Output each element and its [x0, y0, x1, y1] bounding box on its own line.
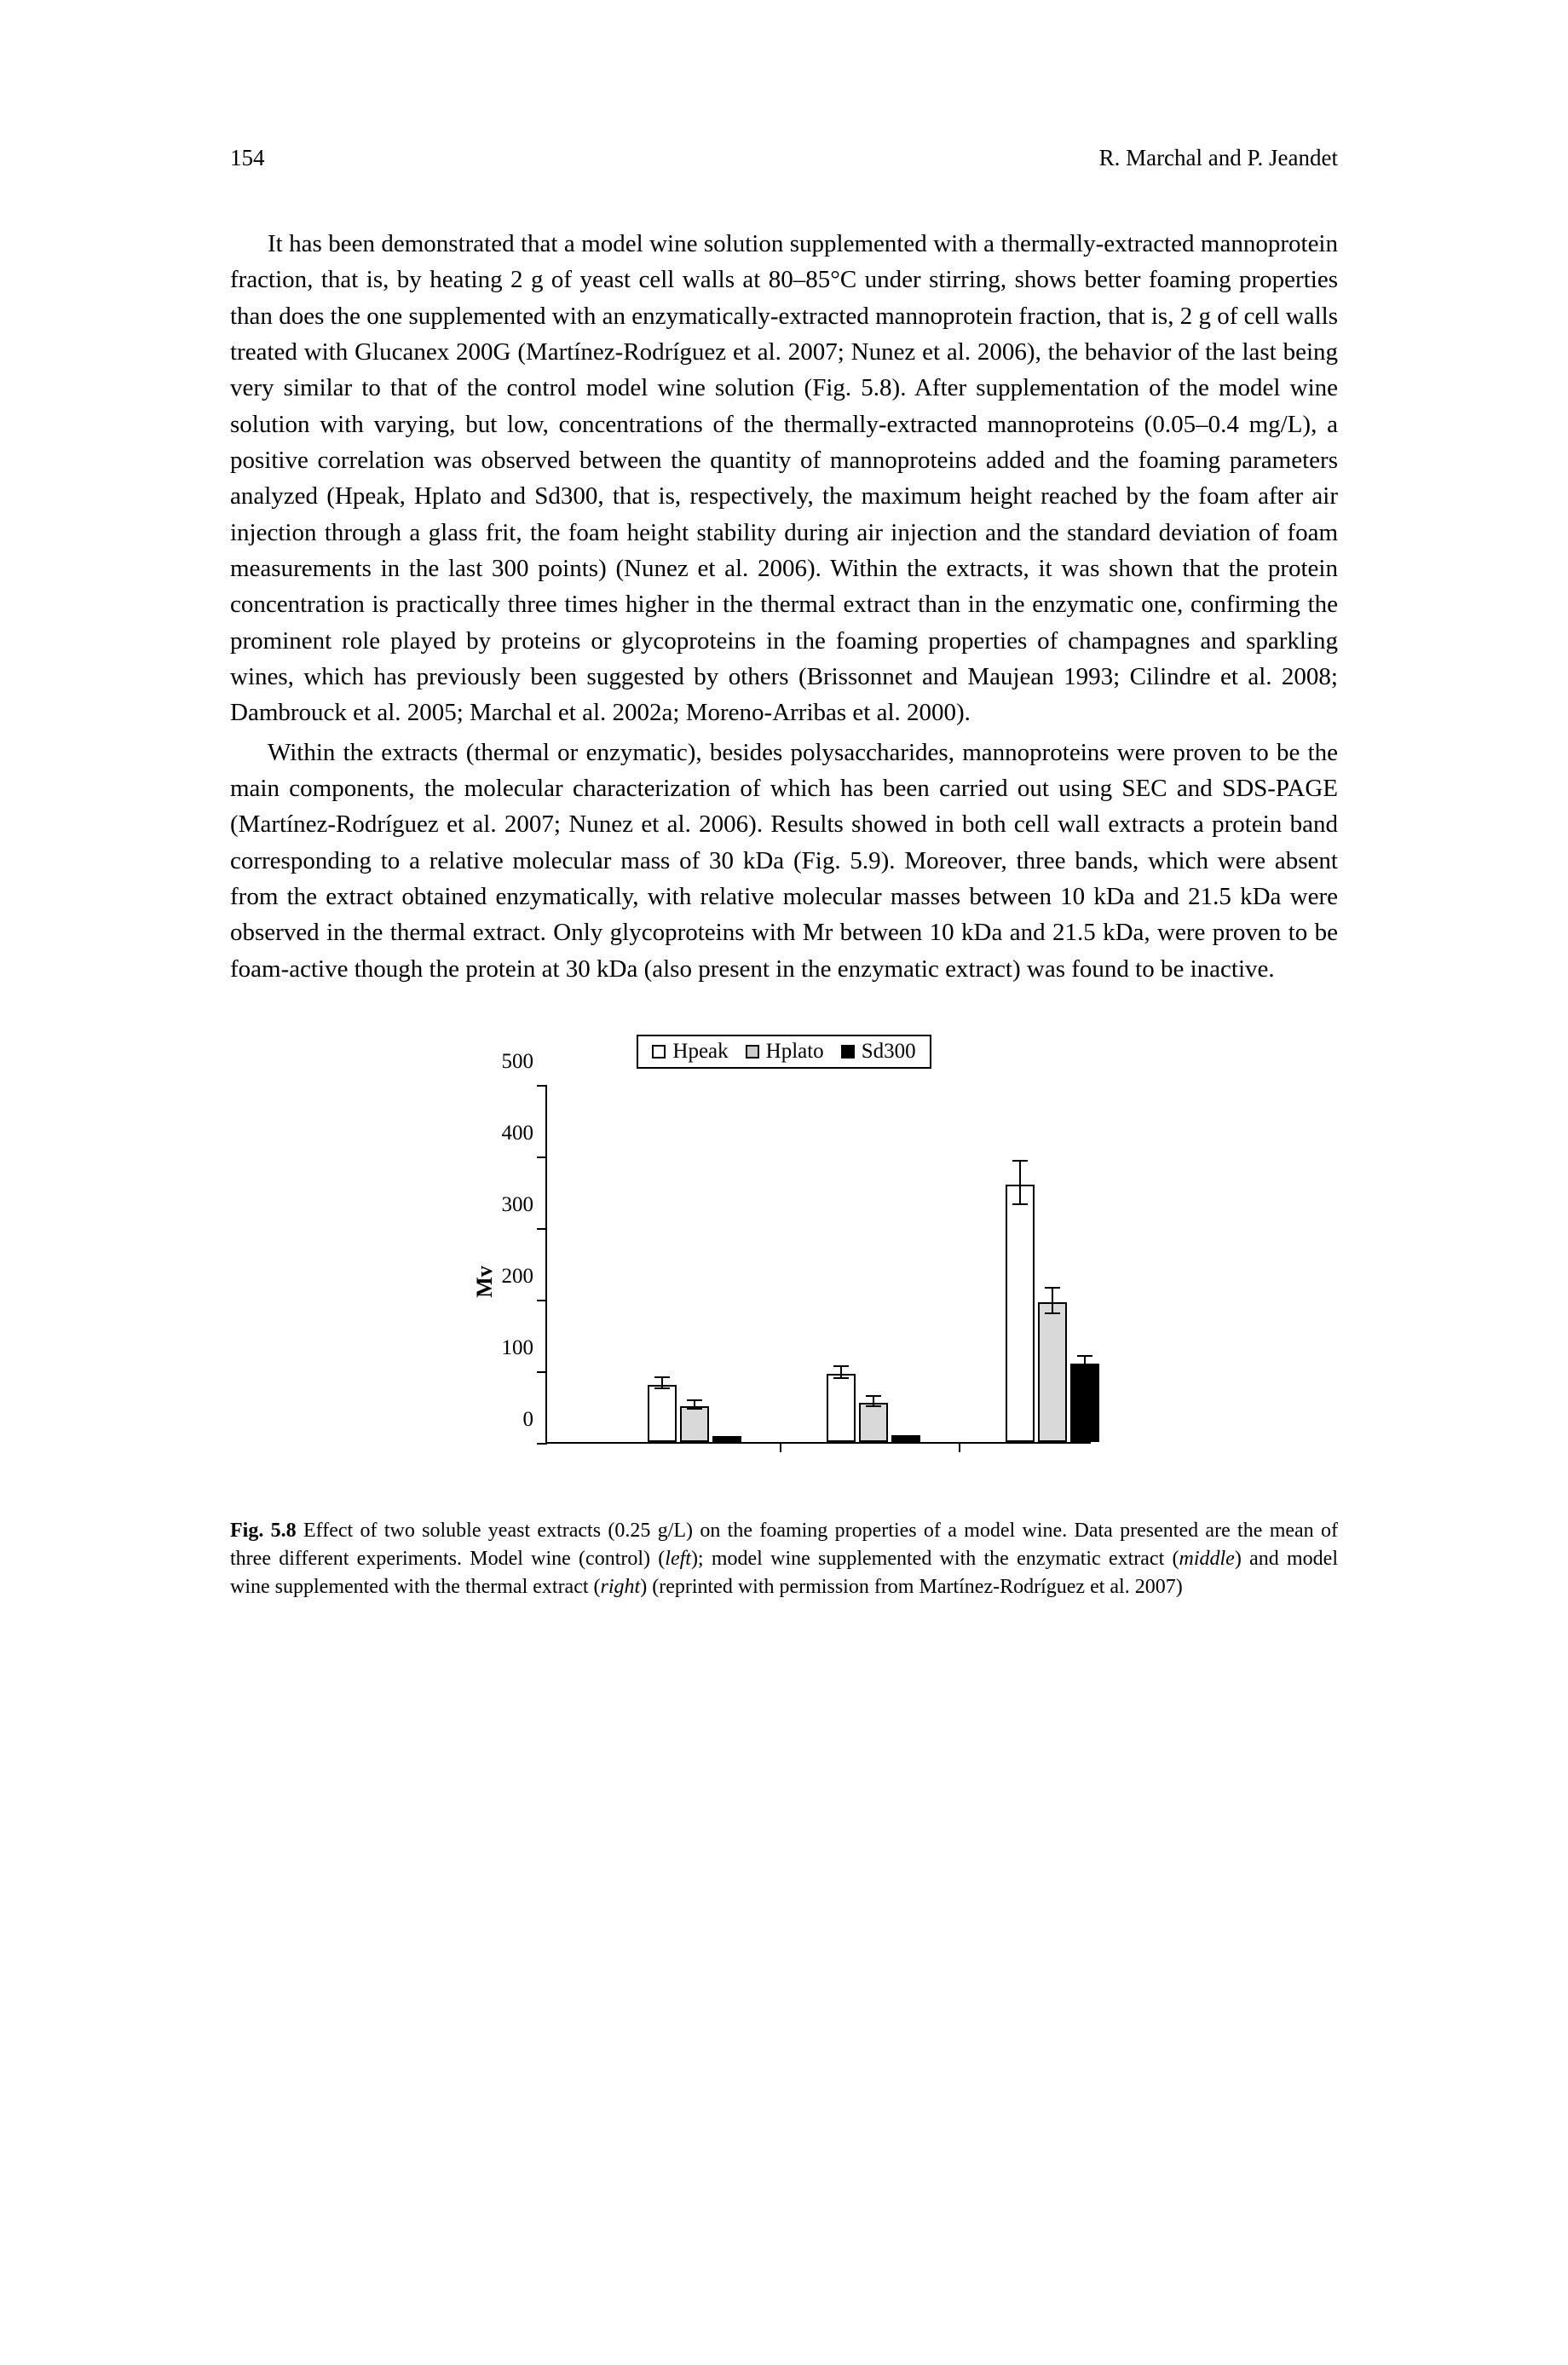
bar-group-control: [648, 1385, 741, 1442]
bar-enzymatic-hpeak: [827, 1374, 856, 1442]
caption-text-b: ); model wine supplemented with the enzy…: [691, 1548, 1179, 1570]
bar-control-hplato: [680, 1406, 709, 1442]
caption-left: left: [665, 1548, 691, 1570]
error-cap-bottom: [866, 1405, 881, 1407]
y-tick-label: 0: [477, 1408, 533, 1432]
marker-gray-icon: [746, 1045, 759, 1058]
error-cap-top: [833, 1365, 849, 1367]
error-cap-bottom: [1077, 1366, 1092, 1368]
bar-control-hpeak: [648, 1385, 677, 1442]
caption-right: right: [601, 1576, 641, 1598]
x-axis-line: [545, 1442, 1091, 1444]
legend-item-sd300: Sd300: [841, 1040, 916, 1064]
error-cap-bottom: [1012, 1203, 1028, 1205]
error-cap-bottom: [1045, 1312, 1060, 1314]
y-tick: [537, 1085, 547, 1087]
chart-plot-area: Mv 0100200300400500: [477, 1086, 1091, 1478]
error-cap-top: [1045, 1287, 1060, 1289]
y-tick: [537, 1371, 547, 1373]
figure-caption: Fig. 5.8 Effect of two soluble yeast ext…: [230, 1517, 1338, 1601]
error-bar: [840, 1366, 842, 1377]
bar-enzymatic-hplato: [859, 1403, 888, 1442]
y-tick-label: 500: [477, 1050, 533, 1074]
bar-group-enzymatic: [827, 1374, 920, 1442]
paragraph-2: Within the extracts (thermal or enzymati…: [230, 735, 1338, 987]
y-tick-label: 100: [477, 1336, 533, 1360]
figure-5-8: Hpeak Hplato Sd300 Mv 0100200300400500: [230, 1035, 1338, 1478]
running-header: 154 R. Marchal and P. Jeandet: [230, 145, 1338, 171]
caption-middle: middle: [1179, 1548, 1235, 1570]
error-cap-top: [654, 1376, 670, 1378]
y-tick-label: 200: [477, 1265, 533, 1289]
y-tick-label: 400: [477, 1122, 533, 1145]
error-bar: [1019, 1161, 1021, 1203]
legend-label-hplato: Hplato: [766, 1040, 824, 1064]
error-cap-top: [687, 1399, 702, 1401]
y-tick: [537, 1157, 547, 1158]
legend-label-hpeak: Hpeak: [672, 1040, 728, 1064]
y-tick: [537, 1300, 547, 1301]
legend-item-hplato: Hplato: [746, 1040, 824, 1064]
error-cap-top: [1077, 1355, 1092, 1357]
error-cap-bottom: [833, 1377, 849, 1379]
marker-open-icon: [652, 1045, 666, 1058]
chart-legend: Hpeak Hplato Sd300: [637, 1035, 931, 1069]
error-bar: [1084, 1356, 1086, 1367]
bar-control-sd300: [712, 1436, 741, 1442]
figure-label: Fig. 5.8: [230, 1520, 297, 1542]
bar-group-thermal: [1006, 1185, 1099, 1442]
bar-thermal-hplato: [1038, 1302, 1067, 1442]
x-tick: [959, 1442, 960, 1452]
error-cap-bottom: [654, 1387, 670, 1389]
y-tick: [537, 1443, 547, 1445]
legend-item-hpeak: Hpeak: [652, 1040, 728, 1064]
y-tick-label: 300: [477, 1193, 533, 1217]
bar-thermal-hpeak: [1006, 1185, 1035, 1442]
y-axis-line: [545, 1086, 547, 1444]
paragraph-2-text: Within the extracts (thermal or enzymati…: [230, 739, 1338, 983]
error-bar: [661, 1377, 663, 1388]
error-bar: [1052, 1288, 1053, 1313]
paragraph-1: It has been demonstrated that a model wi…: [230, 226, 1338, 731]
x-tick: [780, 1442, 781, 1452]
error-cap-bottom: [687, 1408, 702, 1410]
error-cap-top: [866, 1395, 881, 1397]
caption-text-d: ) (reprinted with permission from Martín…: [640, 1576, 1182, 1598]
error-cap-top: [1012, 1160, 1028, 1162]
y-tick: [537, 1228, 547, 1230]
bar-thermal-sd300: [1070, 1364, 1099, 1442]
running-head-authors: R. Marchal and P. Jeandet: [1099, 145, 1338, 171]
legend-label-sd300: Sd300: [862, 1040, 916, 1064]
bar-enzymatic-sd300: [891, 1435, 920, 1442]
paragraph-1-text: It has been demonstrated that a model wi…: [230, 230, 1338, 726]
page-number: 154: [230, 145, 265, 171]
marker-solid-icon: [841, 1045, 855, 1058]
